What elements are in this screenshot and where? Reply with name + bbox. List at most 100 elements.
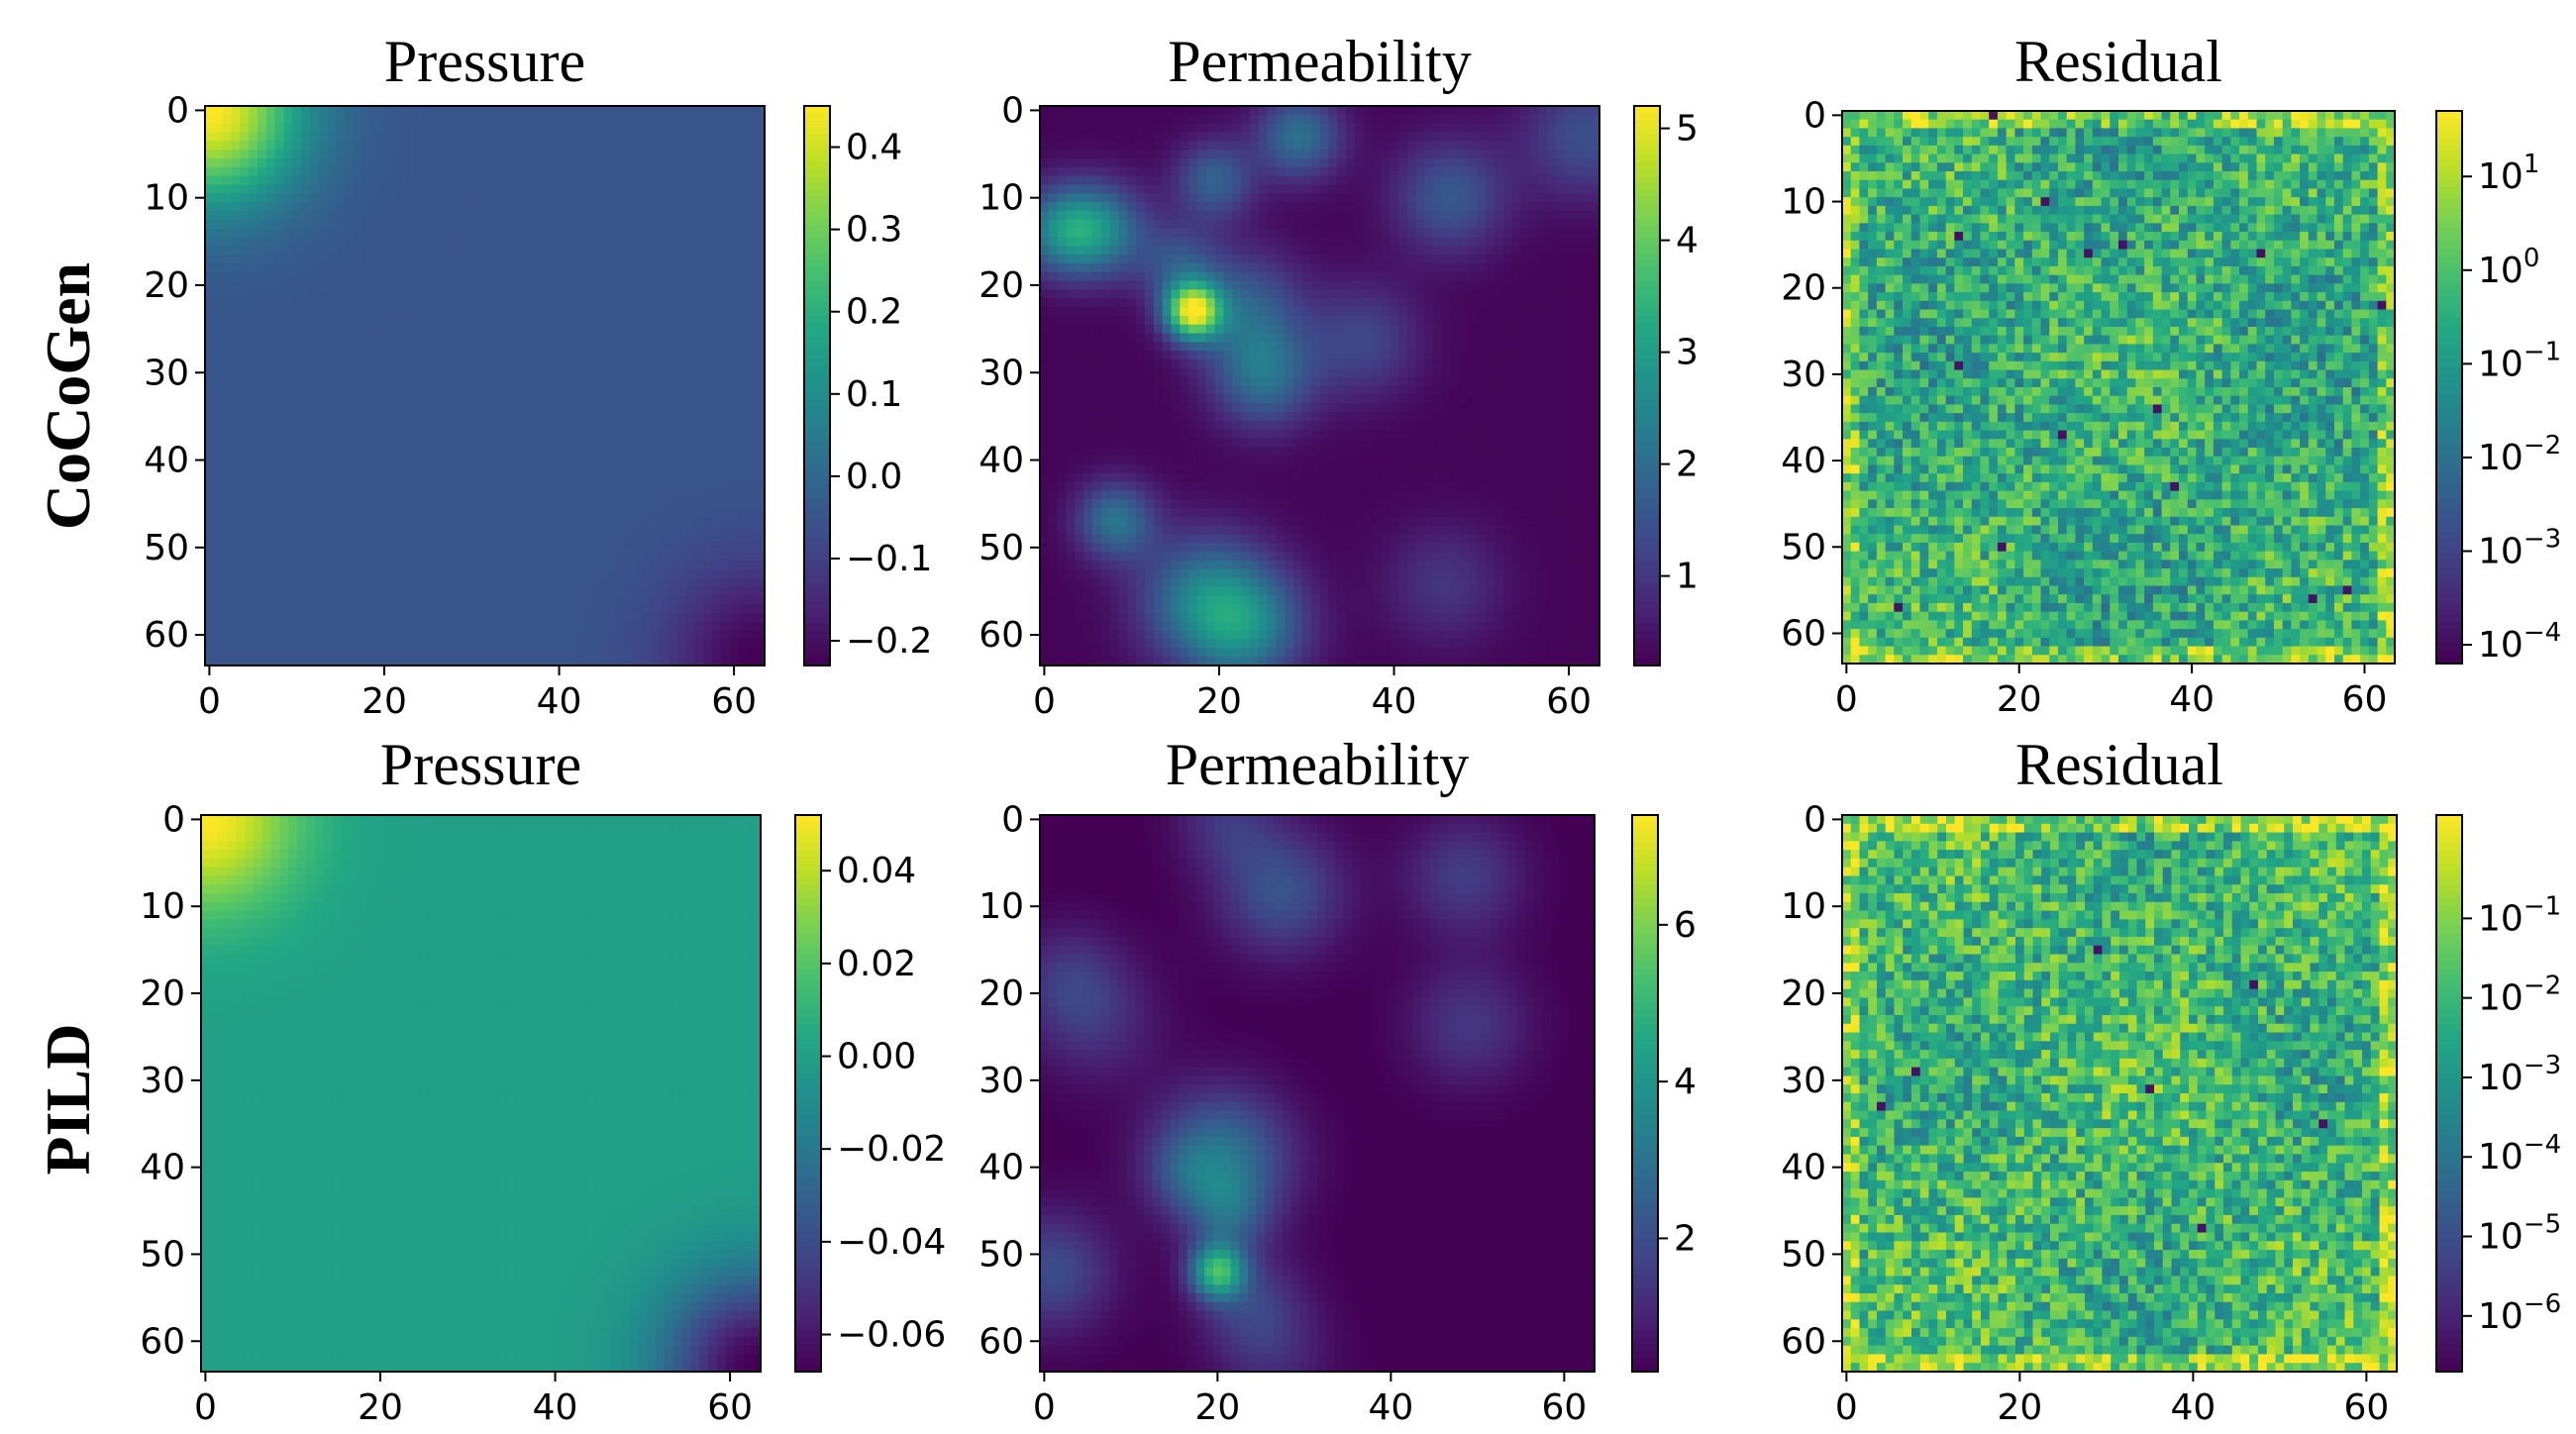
heatmap-cell [1477, 132, 1486, 141]
heatmap-cell [424, 517, 433, 526]
heatmap-cell [677, 325, 686, 334]
heatmap-cell [388, 281, 397, 290]
heatmap-cell [301, 237, 310, 246]
heatmap-cell [677, 377, 686, 386]
heatmap-cell [336, 263, 345, 272]
heatmap-cell [1460, 176, 1469, 185]
heatmap-cell [380, 211, 389, 220]
heatmap-cell [328, 412, 337, 421]
heatmap-cell [634, 359, 643, 368]
heatmap-cell [476, 246, 485, 255]
heatmap-cell [537, 281, 546, 290]
heatmap-cell [598, 106, 607, 115]
heatmap-cell [301, 220, 310, 229]
heatmap-cell [362, 526, 371, 535]
heatmap-cell [433, 490, 442, 499]
colorbar-segment [804, 449, 830, 457]
heatmap-cell [1469, 176, 1478, 185]
heatmap-cell [1512, 106, 1521, 115]
heatmap-cell [616, 316, 625, 325]
heatmap-cell [266, 359, 275, 368]
heatmap-cell [450, 255, 459, 263]
heatmap-cell [336, 569, 345, 578]
heatmap-cell [319, 464, 328, 473]
heatmap-cell [529, 359, 538, 368]
heatmap-cell [467, 220, 476, 229]
heatmap-cell [424, 263, 433, 272]
heatmap-cell [520, 587, 529, 596]
heatmap-cell [231, 386, 240, 395]
heatmap-cell [266, 508, 275, 517]
heatmap-cell [634, 490, 643, 499]
heatmap-cell [529, 351, 538, 359]
heatmap-cell [564, 473, 572, 482]
heatmap-cell [546, 578, 555, 587]
heatmap-cell [1512, 132, 1521, 141]
heatmap-cell [258, 211, 266, 220]
heatmap-cell [1110, 124, 1119, 133]
heatmap-cell [467, 482, 476, 491]
heatmap-cell [669, 595, 677, 604]
heatmap-cell [1188, 124, 1197, 133]
heatmap-cell [703, 124, 712, 133]
heatmap-cell [301, 552, 310, 561]
heatmap-cell [511, 482, 520, 491]
heatmap-cell [485, 604, 494, 613]
heatmap-cell [493, 430, 502, 439]
heatmap-cell [476, 508, 485, 517]
heatmap-cell [354, 106, 362, 115]
heatmap-cell [266, 622, 275, 631]
colorbar-segment [804, 176, 830, 184]
heatmap-cell [694, 263, 703, 272]
heatmap-cell [694, 246, 703, 255]
heatmap-cell [415, 631, 424, 640]
heatmap-cell [450, 552, 459, 561]
heatmap-cell [1355, 106, 1364, 115]
heatmap-cell [397, 622, 406, 631]
heatmap-cell [634, 211, 643, 220]
heatmap-cell [450, 587, 459, 596]
heatmap-cell [354, 193, 362, 202]
heatmap-cell [651, 281, 660, 290]
heatmap-cell [1311, 202, 1320, 211]
heatmap-cell [328, 220, 337, 229]
heatmap-cell [634, 430, 643, 439]
heatmap-cell [362, 613, 371, 622]
heatmap-cell [1494, 193, 1503, 202]
heatmap-cell [1494, 150, 1503, 158]
heatmap-cell [642, 237, 651, 246]
heatmap-cell [669, 229, 677, 238]
heatmap-cell [537, 124, 546, 133]
heatmap-cell [564, 412, 572, 421]
heatmap-cell [703, 115, 712, 124]
heatmap-cell [625, 351, 634, 359]
heatmap-cell [747, 289, 756, 298]
heatmap-cell [730, 220, 739, 229]
heatmap-cell [362, 622, 371, 631]
heatmap-cell [616, 124, 625, 133]
heatmap-cell [214, 456, 223, 464]
heatmap-cell [205, 325, 214, 334]
heatmap-cell [616, 167, 625, 176]
heatmap-cell [634, 613, 643, 622]
heatmap-cell [721, 535, 730, 544]
heatmap-cell [388, 132, 397, 141]
heatmap-cell [415, 167, 424, 176]
heatmap-cell [634, 578, 643, 587]
heatmap-cell [240, 229, 249, 238]
heatmap-cell [669, 115, 677, 124]
heatmap-cell [598, 359, 607, 368]
heatmap-cell [283, 193, 292, 202]
heatmap-cell [1049, 150, 1058, 158]
heatmap-cell [1118, 106, 1127, 115]
heatmap-cell [292, 569, 301, 578]
heatmap-cell [703, 334, 712, 343]
heatmap-cell [1424, 115, 1433, 124]
heatmap-cell [415, 193, 424, 202]
colorbar-segment [804, 169, 830, 177]
heatmap-cell [424, 482, 433, 491]
heatmap-cell [669, 255, 677, 263]
heatmap-cell [380, 281, 389, 290]
heatmap-cell [1145, 193, 1154, 202]
heatmap-cell [1040, 115, 1049, 124]
